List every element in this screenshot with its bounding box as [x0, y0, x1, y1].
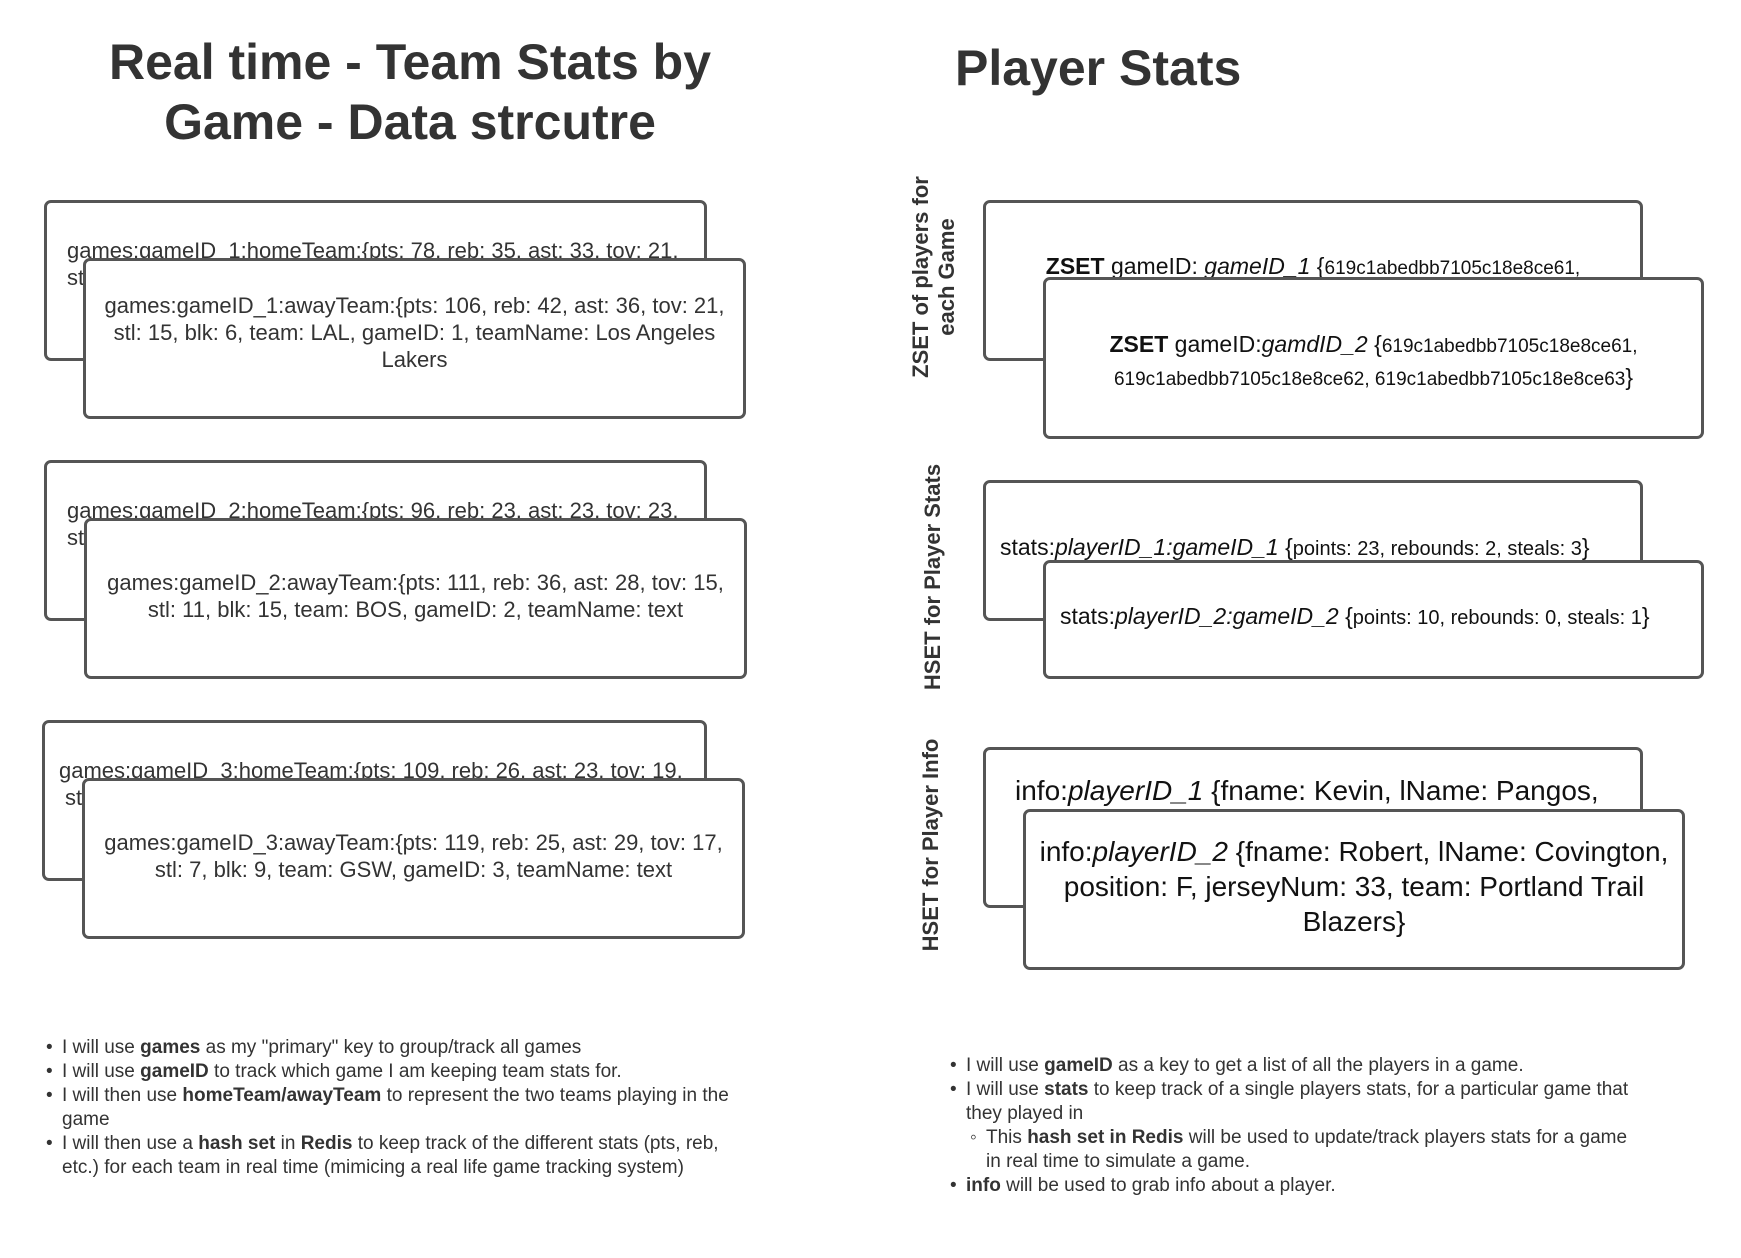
game1-away-team-text: games:gameID_1:awayTeam:{pts: 106, reb: … — [104, 293, 725, 372]
note-subitem: This hash set in Redis will be used to u… — [950, 1126, 1640, 1174]
note-item: I will use gameID as a key to get a list… — [950, 1054, 1640, 1078]
game2-away-team-text: games:gameID_2:awayTeam:{pts: 111, reb: … — [107, 570, 724, 622]
note-item: I will use gameID to track which game I … — [46, 1060, 746, 1084]
info-player2-text: info:playerID_2 {fname: Robert, lName: C… — [1039, 836, 1669, 937]
hset-stats-section-label: HSET for Player Stats — [920, 463, 945, 691]
zset-game1-text: ZSET gameID: gameID_1 {619c1abedbb7105c1… — [1045, 253, 1581, 279]
zset-game2-text: ZSET gameID:gamdID_2 {619c1abedbb7105c18… — [1109, 331, 1638, 390]
game1-away-team-box: games:gameID_1:awayTeam:{pts: 106, reb: … — [83, 258, 746, 419]
note-item: I will then use a hash set in Redis to k… — [46, 1132, 746, 1180]
team-stats-notes: I will use games as my "primary" key to … — [46, 1036, 746, 1180]
game3-home-team-text-cont: st — [65, 785, 83, 810]
game3-away-team-text: games:gameID_3:awayTeam:{pts: 119, reb: … — [104, 830, 723, 882]
hset-info-section-label: HSET for Player Info — [918, 738, 943, 952]
game2-away-team-box: games:gameID_2:awayTeam:{pts: 111, reb: … — [84, 518, 747, 679]
team-stats-title-line1: Real time - Team Stats by — [108, 34, 712, 90]
zset-section-label: ZSET of players for each Game — [908, 176, 959, 378]
note-item: I will use games as my "primary" key to … — [46, 1036, 746, 1060]
game1-home-team-text-cont: st — [67, 265, 85, 290]
zset-game2-box: ZSET gameID:gamdID_2 {619c1abedbb7105c18… — [1043, 277, 1704, 439]
team-stats-title-line2: Game - Data strcutre — [164, 94, 656, 150]
game3-away-team-box: games:gameID_3:awayTeam:{pts: 119, reb: … — [82, 778, 745, 939]
team-stats-title: Real time - Team Stats by Game - Data st… — [60, 32, 760, 152]
note-item: info will be used to grab info about a p… — [950, 1174, 1640, 1198]
stats-player2-text: stats:playerID_2:gameID_2 {points: 10, r… — [1060, 603, 1650, 629]
info-player1-text: info:playerID_1 {fname: Kevin, lName: Pa… — [1015, 775, 1599, 806]
player-stats-title: Player Stats — [955, 40, 1242, 96]
stats-player2-box: stats:playerID_2:gameID_2 {points: 10, r… — [1043, 560, 1704, 679]
stats-player1-text: stats:playerID_1:gameID_1 {points: 23, r… — [1000, 534, 1590, 560]
note-item: I will use stats to keep track of a sing… — [950, 1078, 1640, 1126]
game2-home-team-text-cont: st — [67, 525, 85, 550]
player-stats-notes: I will use gameID as a key to get a list… — [950, 1054, 1640, 1198]
info-player2-box: info:playerID_2 {fname: Robert, lName: C… — [1023, 809, 1685, 970]
note-item: I will then use homeTeam/awayTeam to rep… — [46, 1084, 746, 1132]
